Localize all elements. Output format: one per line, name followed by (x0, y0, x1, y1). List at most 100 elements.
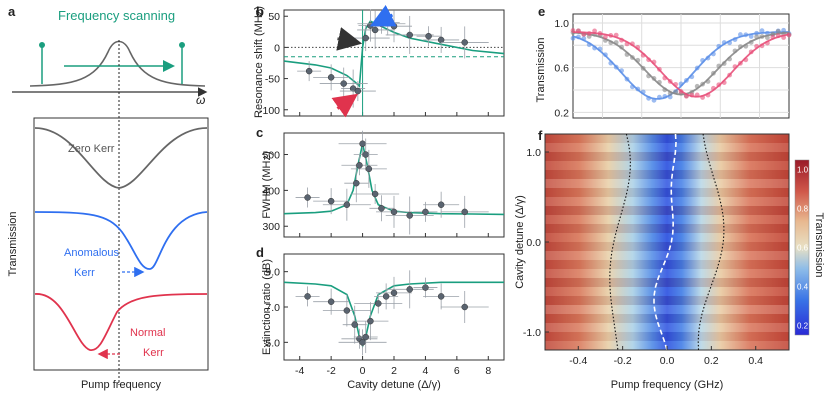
heatmap-row-17 (545, 287, 789, 296)
heatmap-row-22 (545, 332, 789, 341)
heatmap-row-5 (545, 179, 789, 188)
heatmap-row-11 (545, 233, 789, 242)
xtick-label-f-0: -0.4 (569, 355, 587, 367)
e-point-blue-28 (721, 40, 727, 45)
e-point-gray-30 (732, 48, 738, 54)
anomalous-kerr-curve (34, 211, 208, 270)
xtick-label-f-3: 0.2 (704, 355, 719, 367)
e-point-pink-24 (700, 95, 705, 100)
e-point-pink-38 (775, 33, 781, 39)
e-point-pink-4 (592, 28, 597, 34)
e-point-blue-33 (748, 34, 754, 39)
e-point-blue-14 (646, 95, 651, 101)
panel-a-ylabel: Transmission (7, 212, 19, 277)
e-point-gray-13 (640, 65, 646, 71)
ytick-label-e-2: 0.2 (554, 107, 569, 119)
e-point-gray-25 (705, 79, 711, 84)
panel-c-ylabel: FWHM (MHz) (261, 151, 273, 218)
normal-kerr-label-2: Kerr (143, 347, 164, 359)
data-point-c-2 (343, 201, 351, 208)
ytick-label-c-0: 500 (262, 150, 280, 162)
colorbar (794, 159, 810, 336)
data-point-c-8 (371, 190, 379, 198)
colorbar-tick-3: 0.4 (797, 282, 809, 291)
data-point-c-3 (353, 179, 360, 187)
ytick-label-e-1: 0.6 (554, 63, 569, 75)
e-point-pink-37 (770, 34, 776, 40)
data-point-b-2 (340, 80, 347, 87)
xtick-label-f-2: 0.0 (660, 355, 675, 367)
xtick-label-d-1: -2 (326, 365, 335, 377)
panel-a-xlabel: Pump frequency (81, 379, 162, 391)
e-point-blue-7 (608, 60, 614, 66)
data-point-b-7 (371, 26, 379, 34)
panel-f-xlabel: Pump frequency (GHz) (611, 379, 723, 391)
heatmap-row-23 (545, 341, 789, 350)
panel-d-label: d (256, 245, 264, 260)
data-point-c-6 (362, 151, 369, 158)
normal-kerr-label-1: Normal (130, 327, 165, 339)
data-point-d-11 (406, 286, 413, 293)
e-point-pink-27 (716, 82, 722, 88)
e-point-blue-29 (727, 40, 732, 46)
e-point-gray-31 (738, 44, 743, 50)
e-point-pink-36 (765, 40, 770, 46)
panel-e: e Transmission (535, 4, 790, 119)
ytick-label-c-2: 300 (262, 221, 280, 233)
red-arrow-indicator (331, 93, 359, 118)
e-point-pink-23 (694, 92, 700, 98)
colorbar-tick-0: 1.0 (797, 166, 809, 175)
e-point-gray-26 (711, 70, 716, 76)
e-point-gray-24 (700, 81, 705, 87)
data-point-c-10 (390, 208, 398, 216)
e-point-blue-22 (689, 74, 695, 80)
data-point-b-10 (390, 22, 398, 30)
colorbar-label: Transmission (813, 213, 825, 278)
e-point-gray-16 (657, 79, 662, 85)
zero-kerr-curve (34, 127, 208, 189)
e-point-blue-18 (667, 94, 673, 100)
data-point-d-14 (461, 303, 468, 311)
heatmap-row-6 (545, 188, 789, 197)
heatmap-row-3 (545, 161, 789, 170)
data-point-c-0 (304, 194, 311, 201)
xtick-label-d-3: 2 (391, 365, 397, 377)
data-point-c-7 (365, 165, 373, 173)
e-point-blue-8 (613, 64, 619, 70)
e-point-gray-28 (721, 61, 727, 66)
e-point-blue-27 (716, 43, 722, 49)
heatmap-boundary-1 (697, 133, 725, 351)
heatmap-row-4 (545, 170, 789, 179)
e-point-gray-29 (727, 56, 732, 62)
e-point-blue-10 (624, 76, 630, 82)
ytick-label-c-1: 400 (262, 185, 280, 197)
data-point-d-5 (359, 339, 366, 346)
e-point-blue-39 (781, 27, 786, 33)
data-point-b-1 (327, 74, 335, 81)
gray-arrow-indicator (336, 27, 363, 51)
panel-f-label: f (538, 128, 543, 143)
e-point-blue-20 (678, 81, 684, 87)
panel-e-label: e (538, 4, 545, 19)
data-point-b-11 (406, 31, 413, 39)
e-point-pink-26 (711, 85, 716, 91)
e-point-pink-11 (630, 41, 635, 47)
e-point-blue-5 (597, 46, 603, 52)
data-point-c-5 (359, 140, 366, 148)
panel-f: f Cavity detune (Δ/γ) Pump frequency (GH… (514, 128, 825, 391)
data-point-b-14 (461, 39, 468, 46)
e-point-pink-20 (678, 89, 684, 94)
data-point-b-0 (305, 67, 313, 75)
panel-d-ylabel: Extinction ratio (dB) (261, 259, 273, 355)
data-point-d-13 (437, 293, 445, 300)
data-point-b-13 (437, 36, 445, 44)
heatmap-row-21 (545, 323, 789, 332)
e-point-pink-8 (613, 32, 619, 38)
e-point-pink-5 (597, 31, 603, 36)
e-point-gray-17 (662, 87, 668, 93)
data-point-b-9 (384, 19, 391, 26)
heatmap-row-15 (545, 269, 789, 278)
xtick-label-f-1: -0.2 (614, 355, 632, 367)
ytick-label-f-0: 1.0 (526, 147, 541, 159)
ytick-label-b-2: -50 (265, 74, 280, 86)
